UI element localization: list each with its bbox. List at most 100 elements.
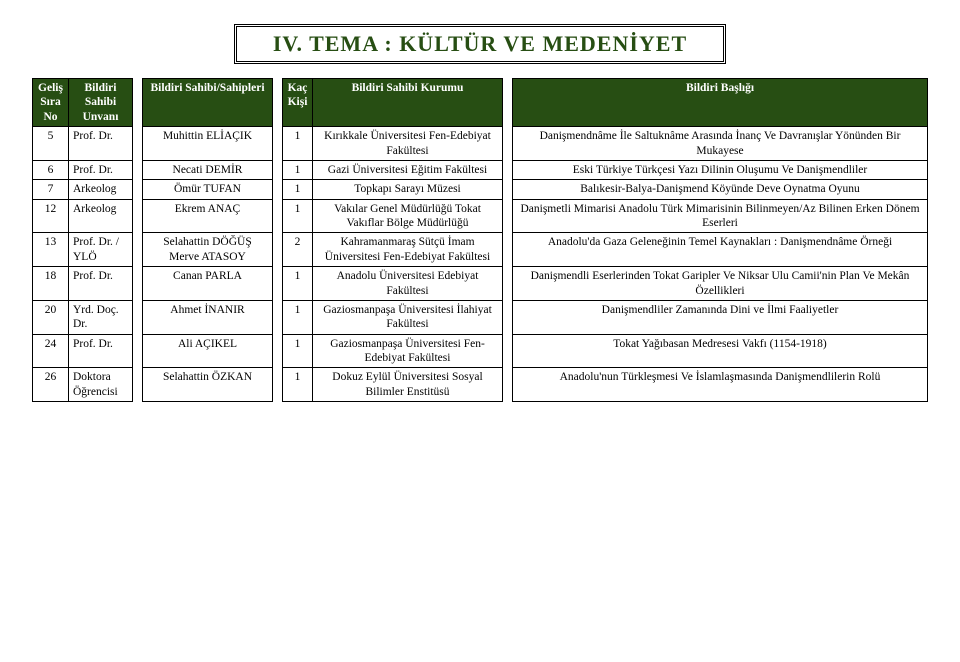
cell-gap (133, 199, 143, 233)
table-row: 6Prof. Dr.Necati DEMİR1Gazi Üniversitesi… (33, 160, 928, 179)
table-row: 12Arkeolog Ekrem ANAÇ 1Vakılar Genel Müdür… (33, 199, 928, 233)
cell-gap (273, 127, 283, 161)
cell-gap (273, 160, 283, 179)
cell-sahipler: Canan PARLA (143, 267, 273, 301)
table-row: 20Yrd. Doç. Dr. Ahmet İNANIR 1Gaziosmanpaş… (33, 300, 928, 334)
cell-kurum: Dokuz Eylül Üniversitesi Sosyal Bilimler… (313, 368, 503, 402)
cell-sahipler: Ömür TUFAN (143, 180, 273, 199)
cell-gap (133, 300, 143, 334)
cell-kurum: Gaziosmanpaşa Üniversitesi Fen-Edebiyat … (313, 334, 503, 368)
col-kurum: Bildiri Sahibi Kurumu (313, 79, 503, 127)
cell-unvan: Prof. Dr. (69, 127, 133, 161)
cell-kisi: 1 (283, 199, 313, 233)
cell-kurum: Kahramanmaraş Sütçü İmam Üniversitesi Fe… (313, 233, 503, 267)
table-row: 18Prof. Dr. Canan PARLA 1Anadolu Üniversit… (33, 267, 928, 301)
cell-kurum: Vakılar Genel Müdürlüğü Tokat Vakıflar B… (313, 199, 503, 233)
cell-gap (133, 267, 143, 301)
cell-kisi: 1 (283, 267, 313, 301)
cell-gap (503, 233, 513, 267)
col-unvan: Bildiri Sahibi Unvanı (69, 79, 133, 127)
cell-kisi: 1 (283, 368, 313, 402)
cell-kurum: Anadolu Üniversitesi Edebiyat Fakültesi (313, 267, 503, 301)
table-header-row: Geliş Sıra No Bildiri Sahibi Unvanı Bild… (33, 79, 928, 127)
cell-gap (503, 127, 513, 161)
cell-no: 24 (33, 334, 69, 368)
cell-kisi: 1 (283, 160, 313, 179)
cell-gap (273, 233, 283, 267)
cell-no: 20 (33, 300, 69, 334)
cell-unvan: Arkeolog (69, 199, 133, 233)
cell-sahipler: Muhittin ELİAÇIK (143, 127, 273, 161)
cell-baslik: Tokat Yağıbasan Medresesi Vakfı (1154-19… (513, 334, 928, 368)
col-baslik: Bildiri Başlığı (513, 79, 928, 127)
cell-sahipler: Ekrem ANAÇ (143, 199, 273, 233)
cell-unvan: Doktora Öğrencisi (69, 368, 133, 402)
cell-sahipler: Selahattin ÖZKAN (143, 368, 273, 402)
title-box: IV. TEMA : KÜLTÜR VE MEDENİYET (234, 24, 726, 64)
cell-gap (503, 199, 513, 233)
cell-baslik: Danişmendnâme İle Saltuknâme Arasında İn… (513, 127, 928, 161)
cell-gap (133, 233, 143, 267)
cell-kisi: 1 (283, 180, 313, 199)
cell-no: 18 (33, 267, 69, 301)
cell-baslik: Danişmetli Mimarisi Anadolu Türk Mimaris… (513, 199, 928, 233)
cell-gap (273, 300, 283, 334)
col-gap (273, 79, 283, 127)
table-row: 5Prof. Dr. Muhittin ELİAÇIK 1Kırıkkale Üni… (33, 127, 928, 161)
cell-baslik: Anadolu'nun Türkleşmesi Ve İslamlaşmasın… (513, 368, 928, 402)
cell-unvan: Yrd. Doç. Dr. (69, 300, 133, 334)
cell-gap (503, 368, 513, 402)
cell-no: 6 (33, 160, 69, 179)
cell-gap (503, 180, 513, 199)
cell-no: 5 (33, 127, 69, 161)
cell-no: 12 (33, 199, 69, 233)
cell-sahipler: Ahmet İNANIR (143, 300, 273, 334)
table-row: 24Prof. Dr. Ali AÇIKEL 1Gaziosmanpaşa Üniv… (33, 334, 928, 368)
col-gap (133, 79, 143, 127)
cell-kurum: Kırıkkale Üniversitesi Fen-Edebiyat Fakü… (313, 127, 503, 161)
table-row: 26Doktora Öğrencisi Selahattin ÖZKAN 1Doku… (33, 368, 928, 402)
cell-sahipler: Selahattin DÖĞÜŞ Merve ATASOY (143, 233, 273, 267)
cell-no: 7 (33, 180, 69, 199)
col-gap (503, 79, 513, 127)
cell-baslik: Danişmendliler Zamanında Dini ve İlmi Fa… (513, 300, 928, 334)
cell-sahipler: Ali AÇIKEL (143, 334, 273, 368)
cell-no: 13 (33, 233, 69, 267)
cell-gap (273, 199, 283, 233)
cell-no: 26 (33, 368, 69, 402)
data-table: Geliş Sıra No Bildiri Sahibi Unvanı Bild… (32, 78, 928, 402)
cell-unvan: Prof. Dr. (69, 160, 133, 179)
cell-kurum: Gaziosmanpaşa Üniversitesi İlahiyat Fakü… (313, 300, 503, 334)
cell-baslik: Eski Türkiye Türkçesi Yazı Dilinin Oluşu… (513, 160, 928, 179)
cell-gap (273, 334, 283, 368)
cell-gap (503, 334, 513, 368)
cell-gap (273, 180, 283, 199)
cell-gap (273, 267, 283, 301)
cell-gap (133, 127, 143, 161)
cell-gap (503, 160, 513, 179)
col-kisi: Kaç Kişi (283, 79, 313, 127)
cell-kisi: 1 (283, 334, 313, 368)
cell-baslik: Balıkesir-Balya-Danişmend Köyünde Deve O… (513, 180, 928, 199)
cell-gap (133, 160, 143, 179)
cell-kurum: Topkapı Sarayı Müzesi (313, 180, 503, 199)
cell-kisi: 2 (283, 233, 313, 267)
col-no: Geliş Sıra No (33, 79, 69, 127)
cell-gap (273, 368, 283, 402)
cell-baslik: Danişmendli Eserlerinden Tokat Garipler … (513, 267, 928, 301)
cell-gap (503, 300, 513, 334)
cell-gap (133, 180, 143, 199)
cell-gap (503, 267, 513, 301)
cell-unvan: Prof. Dr. / YLÖ (69, 233, 133, 267)
table-row: 7Arkeolog Ömür TUFAN 1Topkapı Sarayı Müzes… (33, 180, 928, 199)
table-row: 13Prof. Dr. / YLÖ Selahattin DÖĞÜŞ Merve … (33, 233, 928, 267)
page-title: IV. TEMA : KÜLTÜR VE MEDENİYET (273, 31, 687, 57)
cell-unvan: Prof. Dr. (69, 334, 133, 368)
cell-unvan: Arkeolog (69, 180, 133, 199)
cell-kisi: 1 (283, 127, 313, 161)
cell-unvan: Prof. Dr. (69, 267, 133, 301)
cell-kisi: 1 (283, 300, 313, 334)
cell-sahipler: Necati DEMİR (143, 160, 273, 179)
cell-gap (133, 368, 143, 402)
cell-gap (133, 334, 143, 368)
